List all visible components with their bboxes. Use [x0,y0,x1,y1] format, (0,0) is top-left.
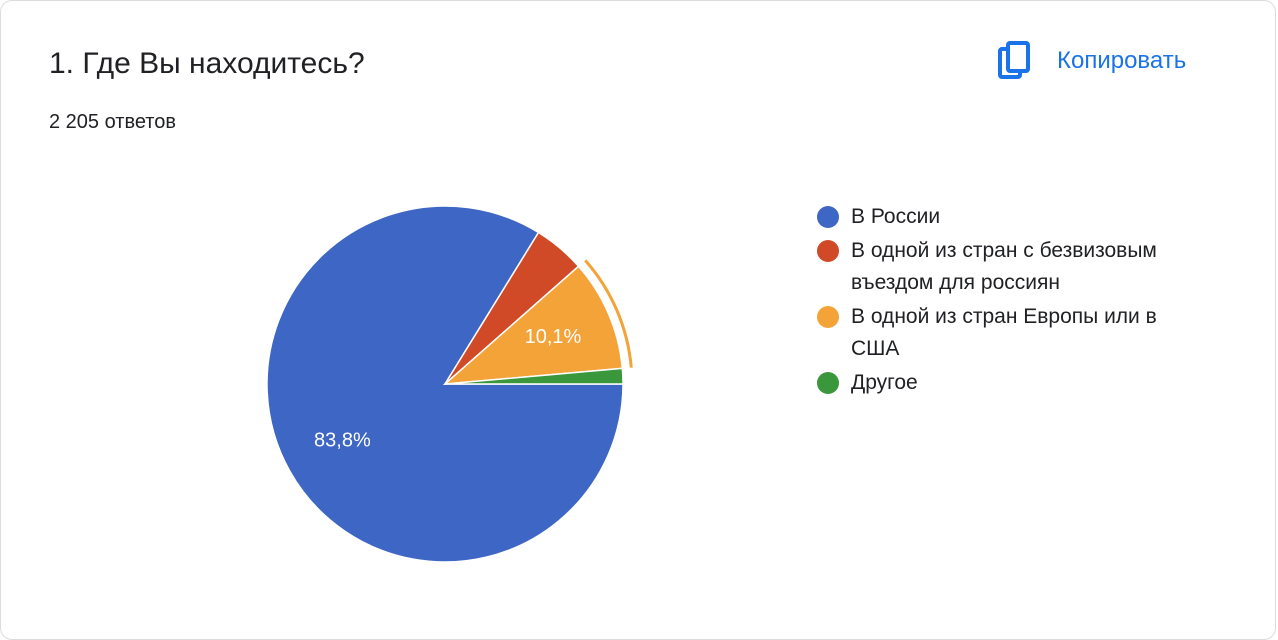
legend-item: В России [817,201,1197,233]
legend-item: В одной из стран с безвизовым въездом дл… [817,235,1197,299]
legend-label: Другое [851,371,918,394]
copy-icon [998,41,1030,79]
response-count: 2 205 ответов [49,111,176,133]
legend-swatch [817,306,839,328]
legend-item: В одной из стран Европы или в США [817,301,1197,365]
legend-label: В одной из стран с безвизовым въездом дл… [851,239,1157,294]
legend-item: Другое [817,367,1197,399]
pie-slice [442,265,624,385]
copy-label: Копировать [1057,47,1187,74]
question-title: 1. Где Вы находитесь? [49,47,365,80]
legend-swatch [817,372,839,394]
slice-label: 10,1% [525,326,582,348]
pie-chart: 83,8% 10,1% [266,205,633,563]
legend-swatch [817,240,839,262]
slice-label: 83,8% [314,430,371,452]
legend: В России В одной из стран с безвизовым въ… [817,201,1197,401]
legend-label: В одной из стран Европы или в США [851,305,1157,360]
pie-slice [444,367,624,385]
legend-swatch [817,206,839,228]
legend-label: В России [851,205,941,228]
slice-highlight [584,259,633,368]
copy-button[interactable]: Копировать [997,41,1186,81]
pie-slice [266,205,624,563]
